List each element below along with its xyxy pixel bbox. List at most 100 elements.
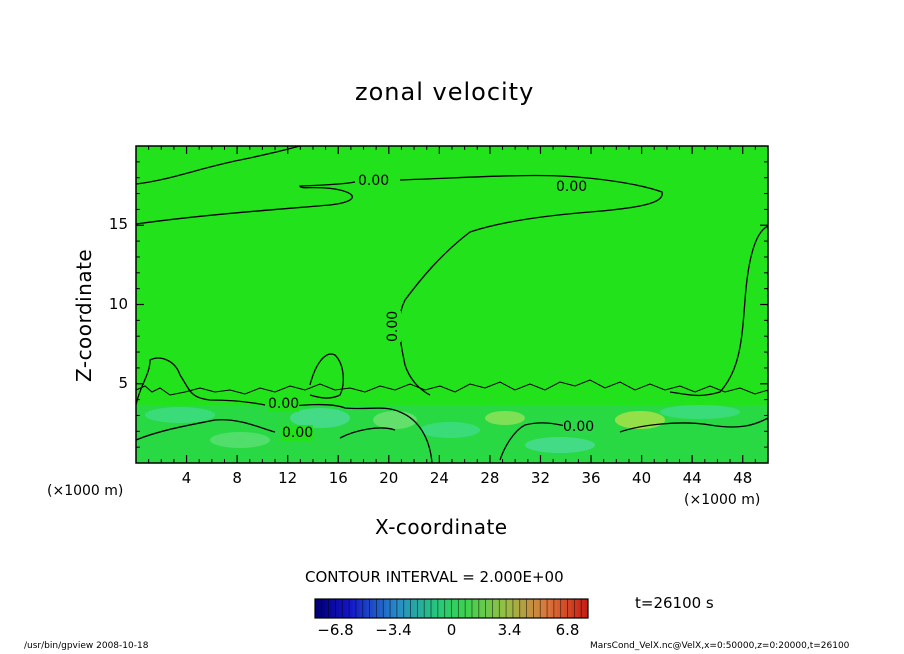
colorbar-segment (390, 599, 394, 618)
y-axis-title: Z-coordinate (72, 248, 96, 382)
colorbar-segment (328, 599, 333, 618)
colorbar-tick-label: 6.8 (555, 621, 580, 639)
colorbar-segment (352, 599, 357, 618)
colorbar-segment (526, 599, 531, 618)
colorbar-tick-label: −3.4 (375, 621, 412, 639)
colorbar-segment (506, 599, 511, 618)
colorbar-segment (502, 599, 507, 618)
colorbar-segment (533, 599, 538, 618)
colorbar-segment (536, 599, 541, 618)
colorbar-segment (349, 599, 354, 618)
colorbar-segment (454, 599, 459, 618)
colorbar-segment (482, 599, 487, 618)
colorbar-segment (523, 599, 528, 618)
contour-label: 0.00 (563, 419, 595, 435)
colorbar-segment (379, 599, 384, 618)
x-tick-label: 24 (429, 469, 449, 487)
colorbar-segment (386, 599, 391, 618)
colorbar-segment (376, 599, 381, 618)
colorbar-segment (407, 599, 412, 618)
surface-layer-field (136, 405, 768, 463)
footer-right: MarsCond_VelX.nc@VelX,x=0:50000,z=0:2000… (590, 641, 850, 651)
colorbar-segment (373, 599, 377, 618)
colorbar-segment (369, 599, 374, 618)
contour-label: 0.00 (282, 425, 314, 441)
x-tick-label: 28 (480, 469, 500, 487)
colorbar-segment (338, 599, 343, 618)
colorbar-segment (512, 599, 517, 618)
surface-contours (135, 379, 769, 396)
colorbar (314, 598, 589, 619)
colorbar-segment (540, 599, 545, 618)
colorbar-segment (413, 599, 418, 618)
colorbar-frame (314, 598, 589, 619)
x-tick-label: 8 (232, 469, 242, 487)
colorbar-segment (315, 599, 319, 618)
colorbar-segment (519, 599, 524, 618)
colorbar-segment (495, 599, 500, 618)
colorbar-segment (547, 599, 551, 618)
colorbar-segment (444, 599, 449, 618)
colorbar-segment (355, 599, 360, 618)
colorbar-segment (393, 599, 398, 618)
y-tick-label: 15 (108, 215, 128, 234)
colorbar-segment (427, 599, 432, 618)
x-tick-label: 32 (530, 469, 551, 487)
colorbar-segment (417, 599, 422, 618)
colorbar-segment (577, 599, 582, 618)
colorbar-segment (478, 599, 483, 618)
contour-interval: CONTOUR INTERVAL = 2.000E+00 (305, 568, 564, 586)
colorbar-segment (332, 599, 336, 618)
colorbar-segment (431, 599, 435, 618)
colorbar-segment (509, 599, 514, 618)
colorbar-segment (461, 599, 466, 618)
colorbar-segment (362, 599, 367, 618)
colorbar-segment (567, 599, 572, 618)
x-tick-label: 36 (581, 469, 601, 487)
colorbar-segment (557, 599, 562, 618)
x-tick-label: 44 (682, 469, 702, 487)
contour-label: 0.00 (385, 310, 401, 342)
colorbar-segment (448, 599, 452, 618)
colorbar-segment (451, 599, 456, 618)
x-tick-label: 12 (278, 469, 298, 487)
colorbar-tick-label: −6.8 (317, 621, 354, 639)
x-tick-label: 48 (733, 469, 753, 487)
colorbar-tick-label: 3.4 (497, 621, 522, 639)
colorbar-segment (321, 599, 326, 618)
colorbar-segment (366, 599, 371, 618)
colorbar-segment (550, 599, 555, 618)
colorbar-segment (475, 599, 480, 618)
contour-label: 0.00 (268, 396, 300, 412)
colorbar-segment (543, 599, 548, 618)
colorbar-segment (560, 599, 565, 618)
colorbar-segment (458, 599, 463, 618)
colorbar-segment (465, 599, 470, 618)
x-unit-label-left: (×1000 m) (47, 483, 124, 499)
colorbar-segment (410, 599, 415, 618)
colorbar-segment (345, 599, 350, 618)
colorbar-segment (553, 599, 558, 618)
colorbar-segment (564, 599, 569, 618)
colorbar-segment (471, 599, 476, 618)
colorbar-segment (383, 599, 388, 618)
colorbar-segment (342, 599, 347, 618)
x-axis-title: X-coordinate (375, 515, 508, 539)
colorbar-segment (499, 599, 504, 618)
colorbar-segment (468, 599, 473, 618)
colorbar-segment (434, 599, 439, 618)
colorbar-segment (489, 599, 493, 618)
colorbar-segment (400, 599, 405, 618)
time-label: t=26100 s (635, 594, 714, 612)
y-tick-label: 10 (108, 294, 128, 313)
colorbar-segment (396, 599, 401, 618)
colorbar-segment (441, 599, 446, 618)
chart-title: zonal velocity (355, 78, 535, 106)
contour-lines (135, 145, 769, 464)
colorbar-segment (492, 599, 497, 618)
colorbar-tick-label: 0 (446, 621, 457, 639)
colorbar-segment (325, 599, 330, 618)
colorbar-segment (485, 599, 490, 618)
x-tick-label: 40 (632, 469, 652, 487)
x-tick-label: 4 (181, 469, 192, 487)
